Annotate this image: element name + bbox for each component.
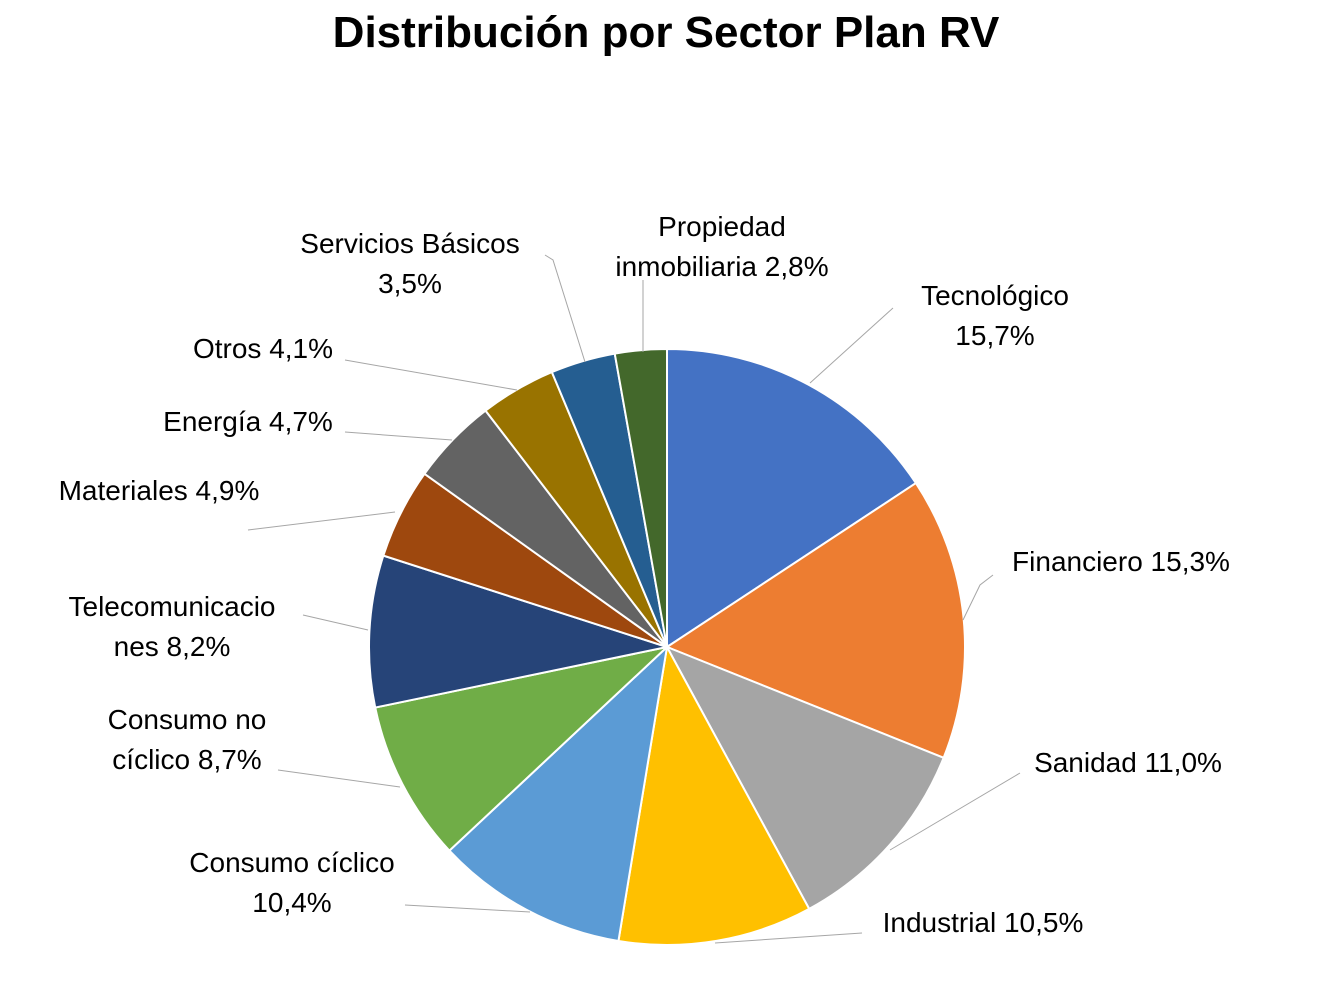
pie-slice-telecomunicaciones bbox=[368, 554, 671, 709]
data-label-line: inmobiliaria 2,8% bbox=[615, 251, 828, 282]
data-label: Consumo cíclico 10,4% bbox=[189, 847, 394, 918]
pie-slice-sanidad bbox=[664, 645, 945, 911]
pie-slice-consumo-no-cíclico bbox=[374, 645, 671, 853]
chart-title: Distribución por Sector Plan RV bbox=[332, 8, 1000, 57]
leader-line bbox=[889, 772, 1021, 851]
leader-line bbox=[302, 614, 369, 631]
leader-line bbox=[277, 769, 401, 788]
data-label-line: nes 8,2% bbox=[114, 631, 231, 662]
pie-slice-consumo-cíclico bbox=[448, 644, 669, 943]
leader-line bbox=[247, 511, 396, 531]
data-label: Sanidad 11,0% bbox=[1034, 747, 1222, 778]
data-label-line: Industrial 10,5% bbox=[883, 907, 1084, 938]
data-label-line: Telecomunicacio bbox=[69, 591, 276, 622]
data-label-line: 10,4% bbox=[252, 887, 331, 918]
data-label-line: Tecnológico bbox=[921, 280, 1069, 311]
leader-line bbox=[544, 254, 586, 363]
pie-slice-industrial bbox=[617, 643, 811, 946]
data-label-line: 15,7% bbox=[955, 320, 1034, 351]
leader-line bbox=[714, 932, 863, 944]
data-label-line: Consumo cíclico bbox=[189, 847, 394, 878]
data-label-line: Sanidad 11,0% bbox=[1034, 747, 1222, 778]
data-label-line: Financiero 15,3% bbox=[1012, 546, 1230, 577]
data-label-line: Propiedad bbox=[658, 211, 786, 242]
data-label: Materiales 4,9% bbox=[59, 475, 260, 506]
data-label-line: Servicios Básicos bbox=[300, 228, 519, 259]
data-label: Telecomunicacio nes 8,2% bbox=[69, 591, 276, 662]
data-label: Consumo no cíclico 8,7% bbox=[108, 704, 267, 775]
leader-line bbox=[344, 359, 518, 391]
data-label: Financiero 15,3% bbox=[1012, 546, 1230, 577]
leader-line bbox=[344, 431, 453, 441]
data-label: Industrial 10,5% bbox=[883, 907, 1084, 938]
data-label-line: Materiales 4,9% bbox=[59, 475, 260, 506]
data-label: Propiedad inmobiliaria 2,8% bbox=[615, 211, 828, 282]
data-label-line: Consumo no bbox=[108, 704, 267, 735]
data-label: Servicios Básicos 3,5% bbox=[300, 228, 519, 299]
data-label: Energía 4,7% bbox=[163, 406, 333, 437]
data-label-line: Otros 4,1% bbox=[193, 333, 333, 364]
data-label: Tecnológico 15,7% bbox=[921, 280, 1069, 351]
leader-line bbox=[809, 307, 894, 384]
data-label-line: Energía 4,7% bbox=[163, 406, 333, 437]
data-label-line: 3,5% bbox=[378, 268, 442, 299]
pie-slice-propiedad-inmobiliaria bbox=[613, 347, 668, 648]
leader-line bbox=[962, 574, 994, 621]
pie-slice-tecnológico bbox=[666, 347, 918, 649]
pie-slice-financiero bbox=[664, 481, 966, 760]
leader-line bbox=[404, 904, 531, 913]
data-label-line: cíclico 8,7% bbox=[112, 744, 261, 775]
data-label: Otros 4,1% bbox=[193, 333, 333, 364]
